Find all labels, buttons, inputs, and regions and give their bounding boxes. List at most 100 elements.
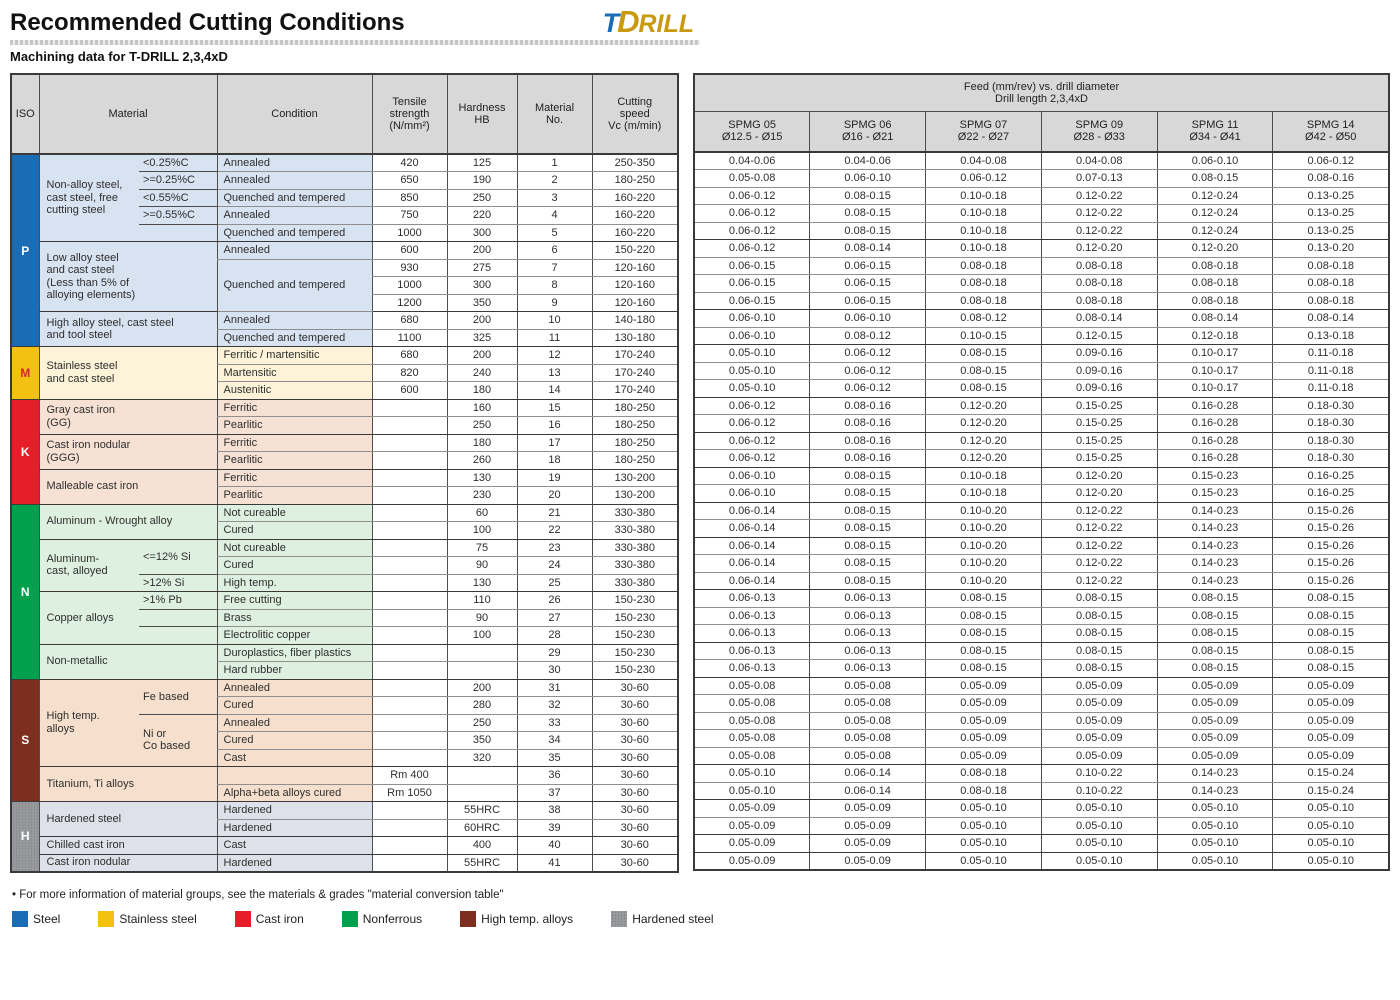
feed-cell: 0.14-0.23 — [1156, 537, 1273, 555]
legend-label: Nonferrous — [362, 911, 423, 926]
feed-cell: 0.05-0.09 — [925, 694, 1042, 713]
iso-cell: P — [11, 154, 39, 347]
feed-cell: 0.12-0.22 — [1040, 222, 1158, 240]
feed-cell: 0.06-0.12 — [694, 397, 810, 415]
table-row: 0.06-0.10 0.06-0.10 0.08-0.12 0.08-0.14 0.08… — [694, 309, 1389, 328]
feed-cell: 0.08-0.15 — [809, 187, 926, 205]
feed-cell: 0.08-0.18 — [1040, 292, 1158, 310]
legend-label: Cast iron — [255, 911, 304, 926]
tensile-cell — [371, 819, 447, 837]
feed-cell: 0.06-0.10 — [809, 169, 926, 188]
table-row: Cast iron nodular Hardened 55HRC 41 30-60 — [11, 854, 678, 872]
diameter-range: Ø12.5 - Ø15 — [721, 131, 783, 144]
condition-cell: Brass — [216, 609, 372, 627]
feed-cell: 0.06-0.12 — [925, 169, 1042, 188]
material-cell: Stainless steel and cast steel — [38, 346, 217, 400]
table-row: Non-metallic Duroplastics, fiber plastics… — [11, 644, 678, 680]
insert-name: SPMG 05 — [728, 119, 776, 132]
legend-label: Steel — [33, 911, 61, 926]
sub-group-cell: >1% Pb — [139, 591, 217, 610]
feed-cell: 0.12-0.22 — [1040, 554, 1158, 573]
feed-cell: 0.11-0.18 — [1272, 344, 1389, 363]
sub-group-cell: >=0.25%C — [139, 171, 217, 190]
tensile-cell — [371, 504, 447, 522]
cutting-speed-cell: 120-160 — [591, 294, 678, 312]
condition-cell: Free cutting — [216, 591, 372, 610]
feed-cell: 0.08-0.18 — [1156, 257, 1273, 275]
hardness-cell: 240 — [446, 364, 517, 382]
table-row: 0.06-0.12 0.08-0.15 0.10-0.18 0.12-0.22 0.12… — [694, 187, 1389, 205]
table-row: <0.55%C Quenched and tempered 850 250 3 160-2… — [11, 189, 678, 207]
table-row: 0.05-0.08 0.05-0.08 0.05-0.09 0.05-0.09 0.05… — [694, 677, 1389, 695]
material-cell: Low alloy steel and cast steel (Less tha… — [38, 241, 217, 312]
feed-cell: 0.15-0.26 — [1272, 572, 1389, 590]
feed-cell: 0.08-0.16 — [809, 414, 926, 433]
feed-cell: 0.06-0.13 — [694, 659, 810, 678]
feed-cell: 0.05-0.10 — [694, 782, 810, 800]
condition-cell: Quenched and tempered — [216, 329, 372, 347]
condition-cell: Annealed — [216, 241, 372, 260]
table-row: 0.06-0.13 0.06-0.13 0.08-0.15 0.08-0.15 0.08… — [694, 642, 1389, 660]
material-no-cell: 8 — [516, 276, 592, 295]
feed-cell: 0.08-0.15 — [809, 572, 926, 590]
feed-cell: 0.06-0.12 — [809, 379, 926, 398]
hardness-cell: 200 — [446, 311, 517, 330]
feed-cell: 0.15-0.26 — [1272, 519, 1389, 538]
feed-cell: 0.10-0.18 — [925, 467, 1042, 485]
feed-cell: 0.04-0.08 — [925, 152, 1042, 170]
feed-cell: 0.08-0.15 — [1040, 607, 1158, 625]
table-row: 1000 300 8 120-160 — [11, 276, 678, 295]
table-row: 0.05-0.09 0.05-0.09 0.05-0.10 0.05-0.10 0.05… — [694, 852, 1389, 870]
condition-cell: Quenched and tempered — [216, 259, 372, 312]
feed-cell: 0.08-0.18 — [925, 292, 1042, 310]
feed-cell: 0.12-0.20 — [925, 397, 1042, 415]
cutting-speed-cell: 30-60 — [591, 714, 678, 732]
feed-cell: 0.06-0.13 — [809, 607, 926, 625]
feed-cell: 0.06-0.15 — [694, 257, 810, 275]
hardness-cell: 400 — [446, 836, 517, 855]
cutting-speed-cell: 120-160 — [591, 276, 678, 295]
col-header-spmg14: SPMG 14 Ø42 - Ø50 — [1272, 111, 1389, 153]
table-row: Quenched and tempered 1000 300 5 160-220 — [11, 224, 678, 242]
condition-cell: Annealed — [216, 154, 372, 172]
tensile-cell: 680 — [371, 311, 447, 330]
feed-cell: 0.13-0.25 — [1272, 204, 1389, 223]
table-row: 0.06-0.13 0.06-0.13 0.08-0.15 0.08-0.15 0.08… — [694, 624, 1389, 643]
material-cell: Aluminum- cast, alloyed — [38, 539, 139, 592]
material-no-cell: 30 — [516, 661, 592, 680]
table-row: 0.05-0.08 0.06-0.10 0.06-0.12 0.07-0.13 0.08… — [694, 169, 1389, 188]
hardness-cell — [446, 661, 517, 680]
condition-cell: Pearlitic — [216, 486, 372, 505]
feed-cell: 0.05-0.08 — [694, 677, 810, 695]
cutting-speed-cell: 180-250 — [591, 416, 678, 435]
material-no-cell: 9 — [516, 294, 592, 312]
sub-group-cell: <0.55%C — [139, 189, 217, 207]
feed-cell: 0.08-0.15 — [925, 607, 1042, 625]
feed-cell: 0.08-0.15 — [1156, 607, 1273, 625]
tensile-cell — [371, 469, 447, 487]
table-row: Cured 280 32 30-60 — [11, 696, 678, 715]
material-no-cell: 10 — [516, 311, 592, 330]
feed-cell: 0.05-0.10 — [1156, 852, 1273, 870]
condition-cell: Hard rubber — [216, 661, 372, 680]
feed-cell: 0.06-0.12 — [1272, 152, 1389, 170]
tensile-cell — [371, 661, 447, 680]
feed-cell: 0.06-0.12 — [809, 362, 926, 380]
feed-cell: 0.06-0.15 — [809, 274, 926, 293]
feed-cell: 0.08-0.15 — [1156, 624, 1273, 643]
legend-label: Stainless steel — [119, 911, 197, 926]
condition-cell: Cured — [216, 731, 372, 750]
feed-cell: 0.10-0.18 — [925, 222, 1042, 240]
iso-cell: H — [11, 801, 39, 872]
material-no-cell: 40 — [516, 836, 592, 855]
table-row: 0.06-0.14 0.08-0.15 0.10-0.20 0.12-0.22 0.14… — [694, 502, 1389, 520]
hardness-cell: 60 — [446, 504, 517, 522]
hardness-cell: 320 — [446, 749, 517, 767]
table-row: 0.06-0.10 0.08-0.12 0.10-0.15 0.12-0.15 0.12… — [694, 327, 1389, 345]
legend-item: Cast iron — [234, 910, 304, 927]
feed-cell: 0.05-0.08 — [809, 712, 926, 730]
legend-item: High temp. alloys — [460, 910, 573, 927]
feed-cell: 0.05-0.09 — [925, 712, 1042, 730]
feed-cell: 0.10-0.20 — [925, 554, 1042, 573]
cutting-speed-cell: 30-60 — [591, 749, 678, 767]
